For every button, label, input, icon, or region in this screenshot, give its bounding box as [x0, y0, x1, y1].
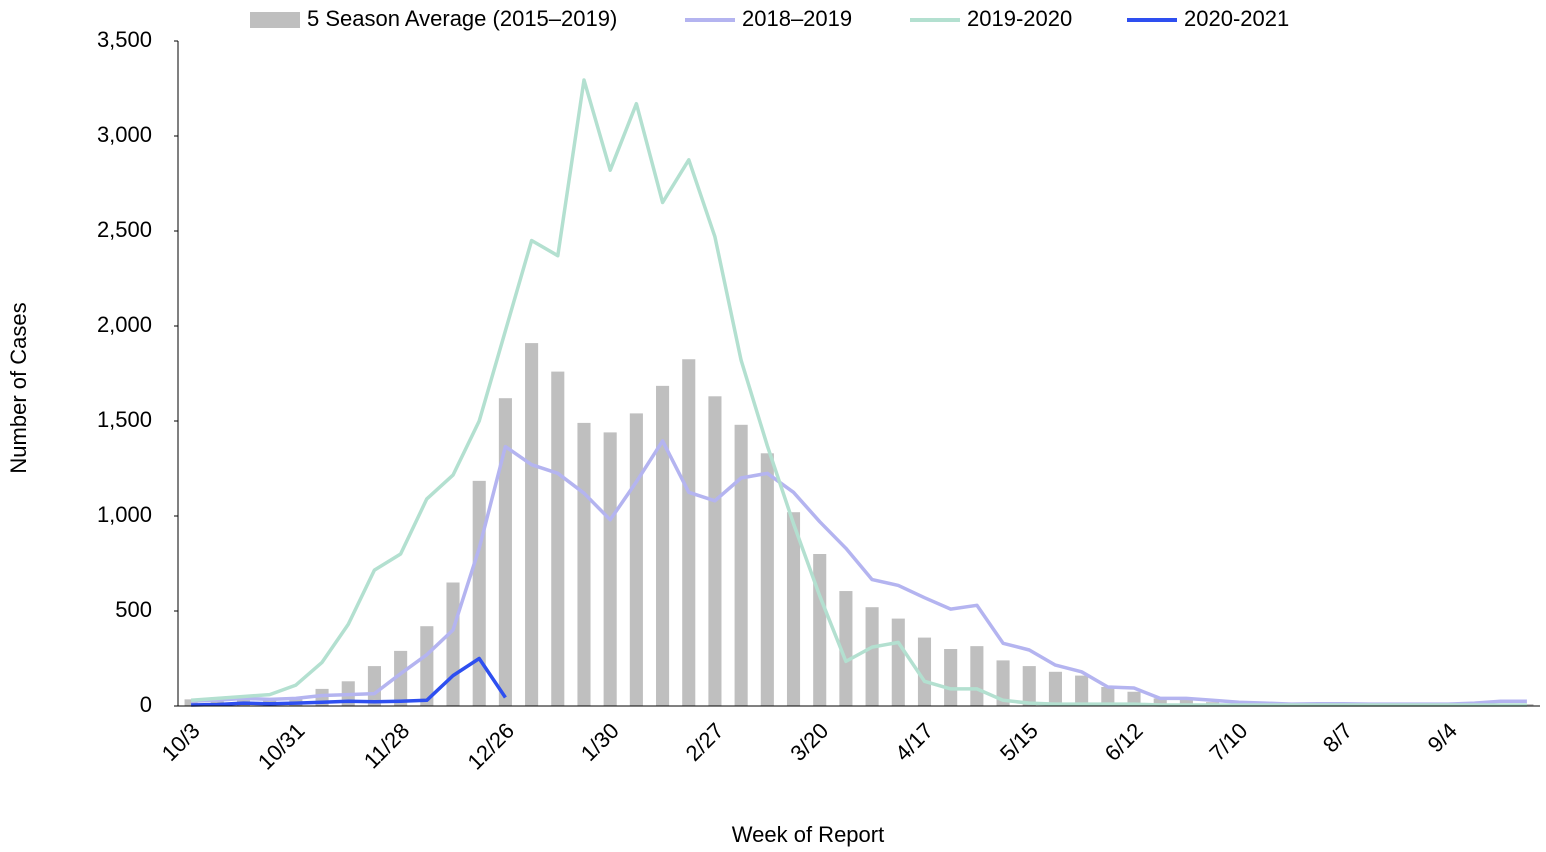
- bar: [629, 413, 643, 706]
- bar: [708, 396, 722, 706]
- y-tick-label: 1,000: [97, 502, 152, 527]
- line: [191, 439, 1527, 706]
- y-tick-label: 0: [140, 692, 152, 717]
- bar: [472, 480, 486, 706]
- bar: [551, 371, 565, 706]
- y-tick-label: 500: [115, 597, 152, 622]
- bar: [446, 582, 460, 706]
- bar: [420, 626, 434, 706]
- x-tick-label: 1/30: [576, 718, 624, 766]
- bar: [603, 432, 617, 706]
- y-axis-label: Number of Cases: [6, 302, 31, 473]
- legend-label: 5 Season Average (2015–2019): [307, 6, 617, 31]
- x-tick-label: 7/10: [1204, 718, 1252, 766]
- x-tick-label: 9/4: [1423, 718, 1462, 757]
- x-tick-label: 2/27: [681, 718, 729, 766]
- bar: [184, 699, 198, 706]
- x-tick-label: 12/26: [462, 718, 519, 775]
- bar: [1022, 666, 1036, 706]
- bar: [1075, 675, 1089, 706]
- y-tick-label: 3,500: [97, 27, 152, 52]
- line: [191, 656, 507, 707]
- x-tick-label: 5/15: [995, 718, 1043, 766]
- bar: [210, 699, 224, 706]
- y-tick-label: 1,500: [97, 407, 152, 432]
- bar: [1153, 698, 1167, 706]
- bar: [1101, 687, 1115, 706]
- bar: [813, 554, 827, 706]
- bar: [917, 637, 932, 706]
- line: [190, 78, 1527, 707]
- x-tick-label: 8/7: [1318, 718, 1357, 757]
- bar: [944, 649, 958, 706]
- bar: [498, 398, 512, 706]
- bar: [394, 650, 408, 706]
- legend-label: 2019-2020: [967, 6, 1072, 31]
- x-axis-label: Week of Report: [732, 822, 884, 847]
- bar: [1179, 699, 1193, 706]
- y-tick-label: 2,000: [97, 312, 152, 337]
- bar: [734, 424, 748, 706]
- x-tick-label: 11/28: [359, 718, 414, 773]
- bar: [682, 359, 696, 706]
- bar: [839, 591, 853, 706]
- bar: [865, 607, 879, 706]
- bar: [1048, 671, 1062, 706]
- x-tick-label: 6/12: [1100, 718, 1148, 766]
- bar: [367, 666, 381, 706]
- bar: [970, 646, 984, 706]
- y-tick-label: 2,500: [97, 217, 152, 242]
- x-tick-label: 4/17: [890, 718, 938, 766]
- legend-label: 2020-2021: [1184, 6, 1289, 31]
- bar: [786, 512, 801, 706]
- bar: [656, 385, 670, 706]
- bar: [1520, 704, 1534, 706]
- bar: [760, 453, 774, 706]
- x-tick-label: 10/3: [157, 718, 205, 766]
- legend-swatch: [250, 12, 300, 28]
- bar: [891, 618, 905, 706]
- x-tick-label: 10/31: [253, 718, 310, 775]
- legend-label: 2018–2019: [742, 6, 852, 31]
- bar: [525, 343, 539, 706]
- bar: [577, 422, 591, 706]
- bar: [996, 660, 1010, 706]
- x-tick-label: 3/20: [785, 718, 833, 766]
- y-tick-label: 3,000: [97, 122, 152, 147]
